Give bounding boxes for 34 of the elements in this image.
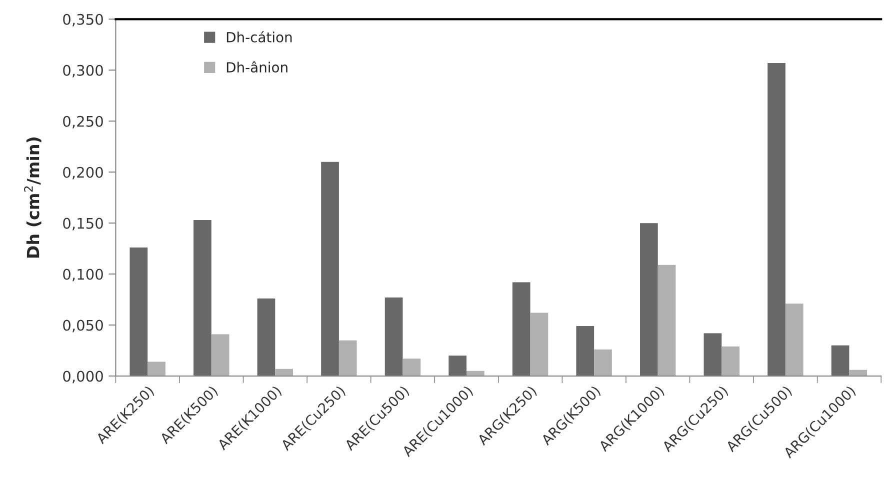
bar: [130, 248, 148, 376]
bar: [722, 346, 740, 376]
bar: [257, 298, 276, 376]
bar: [704, 333, 722, 376]
y-tick-label: 0,100: [63, 268, 103, 282]
bar: [785, 304, 804, 376]
bar: [658, 264, 676, 376]
y-tick-label: 0,150: [63, 218, 103, 230]
y-tick-label: 0,200: [63, 166, 103, 180]
y-tick-label: 0,300: [63, 64, 103, 78]
bar: [148, 362, 166, 376]
y-tick-label: 0,250: [63, 116, 103, 128]
bar: [849, 370, 868, 376]
y-axis-title: Dh (cm$^{2}$/min): [24, 138, 42, 258]
y-tick-label: 0,000: [63, 370, 103, 384]
bar: [640, 223, 658, 376]
bar: [512, 282, 530, 376]
bar: [576, 326, 594, 376]
bar: [594, 350, 612, 376]
bar: [831, 345, 850, 376]
bar: [402, 358, 421, 376]
bar: [275, 368, 294, 376]
bar: [321, 162, 339, 376]
bar: [211, 334, 230, 376]
bar: [448, 356, 467, 376]
legend-label: Dh-cátion: [226, 31, 292, 42]
bar: [338, 340, 357, 376]
y-tick-label: 0,350: [63, 14, 103, 26]
bar: [768, 63, 786, 376]
bar: [530, 312, 548, 376]
legend-label: Dh-ânion: [226, 61, 288, 73]
bar: [194, 220, 212, 376]
y-tick-label: 0,050: [63, 320, 103, 332]
bar: [384, 298, 403, 376]
